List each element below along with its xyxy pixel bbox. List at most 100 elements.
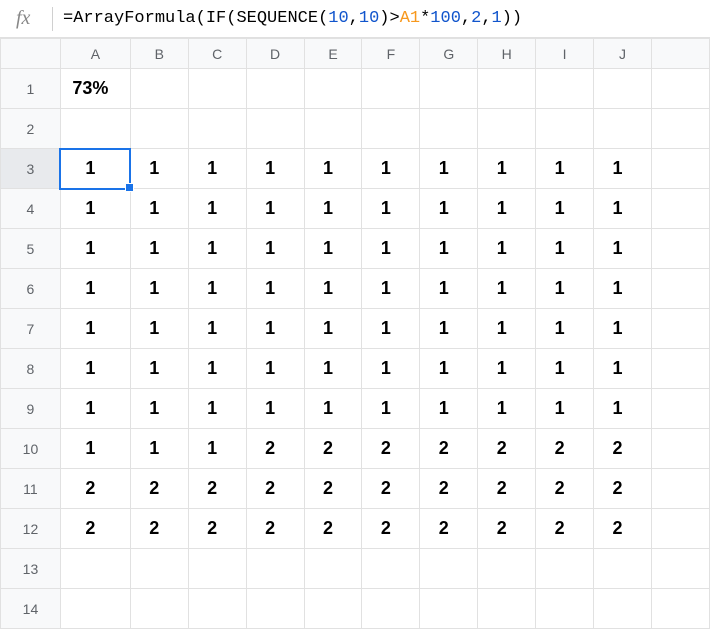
cell-A1[interactable]: 73% (60, 69, 130, 109)
cell-J3[interactable]: 1 (594, 149, 652, 189)
cell-B4[interactable]: 1 (130, 189, 188, 229)
cell-G8[interactable]: 1 (420, 349, 478, 389)
cell-F5[interactable]: 1 (362, 229, 420, 269)
cell-D14[interactable] (246, 589, 304, 629)
cell-G2[interactable] (420, 109, 478, 149)
cell-I3[interactable]: 1 (536, 149, 594, 189)
row-header-13[interactable]: 13 (1, 549, 61, 589)
row-header-1[interactable]: 1 (1, 69, 61, 109)
cell-X11[interactable] (651, 469, 709, 509)
cell-C7[interactable]: 1 (188, 309, 246, 349)
cell-H7[interactable]: 1 (478, 309, 536, 349)
cell-J12[interactable]: 2 (594, 509, 652, 549)
cell-A3[interactable]: 1 (60, 149, 130, 189)
cell-J2[interactable] (594, 109, 652, 149)
cell-J10[interactable]: 2 (594, 429, 652, 469)
cell-I4[interactable]: 1 (536, 189, 594, 229)
cell-E4[interactable]: 1 (304, 189, 362, 229)
cell-H1[interactable] (478, 69, 536, 109)
col-header-A[interactable]: A (60, 39, 130, 69)
cell-E13[interactable] (304, 549, 362, 589)
row-header-5[interactable]: 5 (1, 229, 61, 269)
cell-F13[interactable] (362, 549, 420, 589)
cell-G14[interactable] (420, 589, 478, 629)
cell-C4[interactable]: 1 (188, 189, 246, 229)
cell-E9[interactable]: 1 (304, 389, 362, 429)
cell-I11[interactable]: 2 (536, 469, 594, 509)
cell-B13[interactable] (130, 549, 188, 589)
cell-J13[interactable] (594, 549, 652, 589)
cell-D7[interactable]: 1 (246, 309, 304, 349)
cell-E3[interactable]: 1 (304, 149, 362, 189)
col-header-E[interactable]: E (304, 39, 362, 69)
cell-X10[interactable] (651, 429, 709, 469)
cell-I12[interactable]: 2 (536, 509, 594, 549)
cell-D6[interactable]: 1 (246, 269, 304, 309)
cell-I2[interactable] (536, 109, 594, 149)
cell-H6[interactable]: 1 (478, 269, 536, 309)
cell-B6[interactable]: 1 (130, 269, 188, 309)
cell-F6[interactable]: 1 (362, 269, 420, 309)
cell-G12[interactable]: 2 (420, 509, 478, 549)
cell-H12[interactable]: 2 (478, 509, 536, 549)
cell-G11[interactable]: 2 (420, 469, 478, 509)
cell-X5[interactable] (651, 229, 709, 269)
cell-A5[interactable]: 1 (60, 229, 130, 269)
cell-E2[interactable] (304, 109, 362, 149)
cell-H11[interactable]: 2 (478, 469, 536, 509)
cell-E14[interactable] (304, 589, 362, 629)
cell-J14[interactable] (594, 589, 652, 629)
cell-C12[interactable]: 2 (188, 509, 246, 549)
cell-H8[interactable]: 1 (478, 349, 536, 389)
col-header-G[interactable]: G (420, 39, 478, 69)
cell-D1[interactable] (246, 69, 304, 109)
cell-D10[interactable]: 2 (246, 429, 304, 469)
cell-X7[interactable] (651, 309, 709, 349)
cell-H13[interactable] (478, 549, 536, 589)
cell-E12[interactable]: 2 (304, 509, 362, 549)
select-all-corner[interactable] (1, 39, 61, 69)
cell-A14[interactable] (60, 589, 130, 629)
cell-A2[interactable] (60, 109, 130, 149)
row-header-10[interactable]: 10 (1, 429, 61, 469)
cell-I1[interactable] (536, 69, 594, 109)
row-header-9[interactable]: 9 (1, 389, 61, 429)
cell-A9[interactable]: 1 (60, 389, 130, 429)
cell-X3[interactable] (651, 149, 709, 189)
row-header-7[interactable]: 7 (1, 309, 61, 349)
cell-H4[interactable]: 1 (478, 189, 536, 229)
cell-F4[interactable]: 1 (362, 189, 420, 229)
col-header-H[interactable]: H (478, 39, 536, 69)
cell-X2[interactable] (651, 109, 709, 149)
col-header-B[interactable]: B (130, 39, 188, 69)
cell-E1[interactable] (304, 69, 362, 109)
cell-J11[interactable]: 2 (594, 469, 652, 509)
cell-G3[interactable]: 1 (420, 149, 478, 189)
cell-J1[interactable] (594, 69, 652, 109)
cell-X8[interactable] (651, 349, 709, 389)
cell-C5[interactable]: 1 (188, 229, 246, 269)
cell-D4[interactable]: 1 (246, 189, 304, 229)
cell-X14[interactable] (651, 589, 709, 629)
col-header-D[interactable]: D (246, 39, 304, 69)
cell-H5[interactable]: 1 (478, 229, 536, 269)
col-header-J[interactable]: J (594, 39, 652, 69)
cell-F2[interactable] (362, 109, 420, 149)
cell-A8[interactable]: 1 (60, 349, 130, 389)
cell-B8[interactable]: 1 (130, 349, 188, 389)
cell-B9[interactable]: 1 (130, 389, 188, 429)
cell-J5[interactable]: 1 (594, 229, 652, 269)
cell-X12[interactable] (651, 509, 709, 549)
cell-H2[interactable] (478, 109, 536, 149)
cell-C14[interactable] (188, 589, 246, 629)
formula-input[interactable]: =ArrayFormula(IF(SEQUENCE(10,10)>A1*100,… (63, 9, 522, 28)
cell-F10[interactable]: 2 (362, 429, 420, 469)
cell-J6[interactable]: 1 (594, 269, 652, 309)
cell-E5[interactable]: 1 (304, 229, 362, 269)
cell-A7[interactable]: 1 (60, 309, 130, 349)
cell-H10[interactable]: 2 (478, 429, 536, 469)
cell-H14[interactable] (478, 589, 536, 629)
cell-F7[interactable]: 1 (362, 309, 420, 349)
cell-C6[interactable]: 1 (188, 269, 246, 309)
cell-I13[interactable] (536, 549, 594, 589)
